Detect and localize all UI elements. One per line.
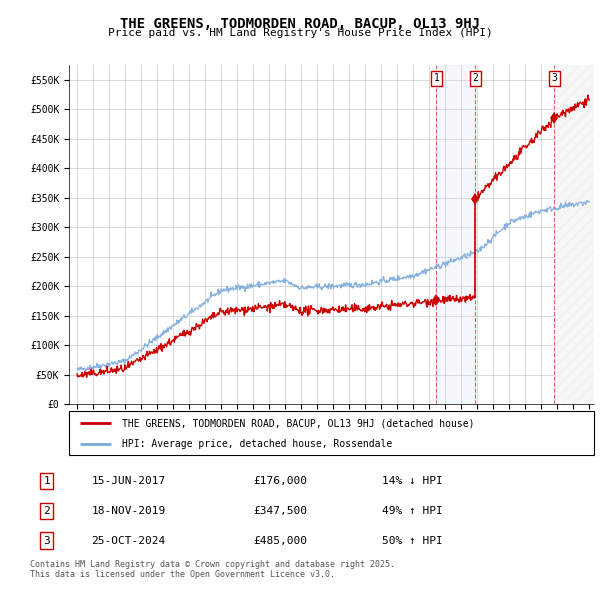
- Text: 25-OCT-2024: 25-OCT-2024: [91, 536, 166, 546]
- Text: £176,000: £176,000: [253, 476, 307, 486]
- Text: 3: 3: [551, 74, 557, 83]
- Text: 2: 2: [472, 74, 478, 83]
- Text: THE GREENS, TODMORDEN ROAD, BACUP, OL13 9HJ (detached house): THE GREENS, TODMORDEN ROAD, BACUP, OL13 …: [121, 418, 474, 428]
- Text: 1: 1: [433, 74, 439, 83]
- Text: £347,500: £347,500: [253, 506, 307, 516]
- Text: 18-NOV-2019: 18-NOV-2019: [91, 506, 166, 516]
- Text: 50% ↑ HPI: 50% ↑ HPI: [382, 536, 442, 546]
- Text: Contains HM Land Registry data © Crown copyright and database right 2025.
This d: Contains HM Land Registry data © Crown c…: [30, 560, 395, 579]
- Text: HPI: Average price, detached house, Rossendale: HPI: Average price, detached house, Ross…: [121, 438, 392, 448]
- Bar: [554, 65, 597, 404]
- Text: 3: 3: [43, 536, 50, 546]
- Text: 15-JUN-2017: 15-JUN-2017: [91, 476, 166, 486]
- Text: THE GREENS, TODMORDEN ROAD, BACUP, OL13 9HJ: THE GREENS, TODMORDEN ROAD, BACUP, OL13 …: [120, 17, 480, 31]
- Bar: [436, 65, 475, 404]
- Text: 1: 1: [43, 476, 50, 486]
- Bar: [554, 65, 597, 404]
- Text: 49% ↑ HPI: 49% ↑ HPI: [382, 506, 442, 516]
- Text: 2: 2: [43, 506, 50, 516]
- Text: £485,000: £485,000: [253, 536, 307, 546]
- Text: Price paid vs. HM Land Registry's House Price Index (HPI): Price paid vs. HM Land Registry's House …: [107, 28, 493, 38]
- Text: 14% ↓ HPI: 14% ↓ HPI: [382, 476, 442, 486]
